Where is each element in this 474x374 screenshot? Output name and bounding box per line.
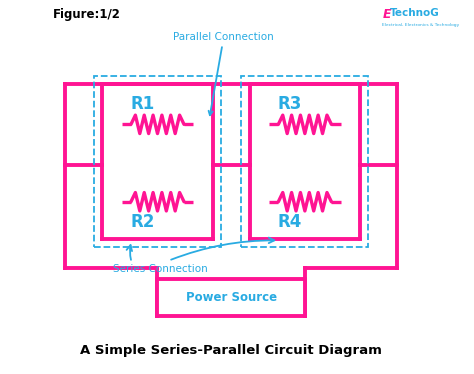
Text: A Simple Series-Parallel Circuit Diagram: A Simple Series-Parallel Circuit Diagram xyxy=(80,344,382,358)
Bar xyxy=(157,279,305,316)
Bar xyxy=(241,76,368,247)
Text: Electrical, Electronics & Technology: Electrical, Electronics & Technology xyxy=(382,23,459,27)
Text: Parallel Connection: Parallel Connection xyxy=(173,32,274,115)
Text: R3: R3 xyxy=(278,95,302,113)
Text: E: E xyxy=(382,8,391,21)
Text: Power Source: Power Source xyxy=(186,291,277,304)
Text: TechnoG: TechnoG xyxy=(390,8,439,18)
Bar xyxy=(94,76,221,247)
Text: R1: R1 xyxy=(131,95,155,113)
Text: Series Connection: Series Connection xyxy=(113,264,208,275)
Text: R2: R2 xyxy=(130,213,155,231)
Text: R4: R4 xyxy=(278,213,302,231)
Text: Figure:1/2: Figure:1/2 xyxy=(53,8,120,21)
